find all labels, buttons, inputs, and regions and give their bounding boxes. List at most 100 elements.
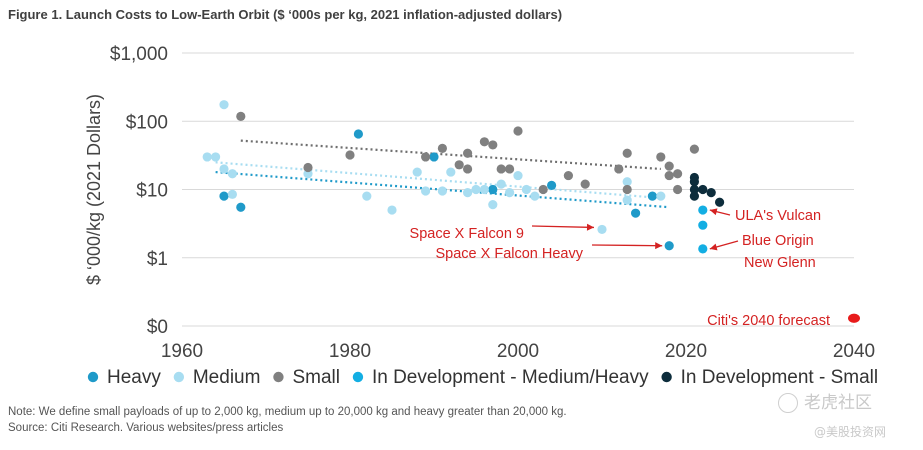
- data-point: [412, 167, 422, 177]
- data-point: [219, 191, 229, 201]
- data-point: [236, 202, 246, 212]
- annotation-arrowhead: [586, 223, 594, 231]
- data-point: [614, 164, 624, 174]
- data-point: [715, 197, 725, 207]
- data-point: [488, 184, 498, 195]
- data-point: [673, 184, 683, 195]
- data-point: [673, 169, 683, 179]
- data-point: [513, 170, 523, 181]
- y-tick-label: $0: [147, 317, 168, 338]
- data-point: [303, 162, 313, 173]
- data-point: [513, 126, 523, 136]
- data-point: [488, 200, 498, 210]
- data-point: [689, 184, 700, 195]
- data-point: [345, 150, 355, 160]
- chart-notes: Note: We define small payloads of up to …: [8, 404, 567, 436]
- legend-marker: [87, 371, 99, 383]
- data-point: [202, 152, 212, 162]
- data-point: [563, 170, 574, 181]
- chart-title: Figure 1. Launch Costs to Low-Earth Orbi…: [8, 7, 563, 22]
- watermark-handle: @美股投资网: [814, 425, 887, 439]
- annotation-label: New Glenn: [744, 255, 816, 271]
- data-point: [479, 137, 489, 147]
- data-point: [664, 161, 674, 171]
- data-point: [362, 191, 372, 201]
- tiger-logo-icon: [778, 393, 798, 413]
- data-point: [547, 180, 557, 190]
- data-point: [505, 188, 515, 198]
- data-point: [227, 169, 237, 179]
- x-tick-label: 1980: [329, 341, 371, 362]
- data-point: [689, 144, 700, 154]
- watermark-text: 老虎社区: [804, 393, 872, 413]
- legend-label: Medium: [193, 367, 261, 388]
- data-point: [437, 186, 447, 196]
- data-point: [656, 191, 666, 201]
- legend-label: In Development - Small: [681, 367, 878, 388]
- data-point: [530, 191, 540, 201]
- legend-label: In Development - Medium/Heavy: [372, 367, 649, 388]
- data-point: [454, 160, 464, 170]
- data-point: [463, 148, 473, 158]
- source-text: Source: Citi Research. Various websites/…: [8, 422, 284, 434]
- data-point: [437, 143, 447, 154]
- note-text: Note: We define small payloads of up to …: [8, 406, 567, 418]
- data-point: [505, 164, 515, 174]
- forecast-point: [848, 313, 860, 323]
- data-point: [698, 205, 708, 215]
- data-point: [219, 100, 229, 110]
- annotation-arrowhead: [655, 242, 663, 250]
- data-point: [479, 184, 489, 195]
- data-point: [211, 152, 221, 162]
- data-point: [664, 241, 674, 251]
- data-point: [219, 164, 229, 174]
- data-point: [622, 177, 632, 187]
- data-point: [698, 184, 708, 195]
- data-point: [227, 189, 237, 199]
- data-point: [496, 164, 506, 174]
- data-point: [698, 220, 708, 230]
- data-point: [538, 184, 548, 195]
- annotation-arrowhead: [709, 208, 718, 216]
- y-tick-label: $1: [147, 249, 168, 270]
- x-tick-label: 2040: [833, 341, 875, 362]
- legend-label: Small: [292, 367, 340, 388]
- data-point: [488, 140, 498, 150]
- data-point: [622, 195, 632, 205]
- annotation-arrow: [591, 244, 663, 247]
- data-point: [496, 179, 506, 189]
- trendline: [240, 139, 661, 171]
- data-point: [463, 164, 473, 174]
- data-point: [689, 177, 700, 187]
- watermark-logo: 老虎社区: [778, 388, 872, 413]
- data-point: [446, 167, 456, 177]
- annotation-label: Space X Falcon 9: [410, 226, 524, 242]
- data-point: [421, 186, 431, 196]
- data-point: [463, 188, 473, 198]
- data-point: [706, 188, 716, 198]
- annotation-arrowhead: [709, 243, 718, 251]
- data-point: [656, 152, 666, 162]
- data-point: [521, 184, 532, 195]
- y-tick-label: $100: [126, 112, 168, 133]
- x-tick-label: 1960: [161, 341, 203, 362]
- data-point: [387, 205, 397, 215]
- data-point: [698, 244, 708, 254]
- legend-marker: [352, 371, 364, 383]
- data-point: [471, 184, 481, 195]
- data-point: [622, 184, 632, 195]
- annotation-label: Space X Falcon Heavy: [436, 246, 584, 262]
- legend-marker: [661, 371, 672, 383]
- annotation-label: Blue Origin: [742, 233, 814, 249]
- x-tick-label: 2000: [497, 341, 539, 362]
- y-tick-label: $10: [136, 181, 168, 202]
- launch-cost-chart: $1,000 $100 $10 $1 $0 1960 1980 2000 2020 2040 $ ‘…: [84, 44, 878, 388]
- data-point: [597, 224, 607, 235]
- y-tick-label: $1,000: [110, 44, 168, 65]
- legend-marker: [273, 371, 284, 383]
- trendline: [215, 170, 670, 209]
- data-point: [647, 191, 658, 201]
- data-point: [236, 111, 246, 121]
- legend-label: Heavy: [107, 367, 161, 388]
- data-point: [353, 129, 363, 139]
